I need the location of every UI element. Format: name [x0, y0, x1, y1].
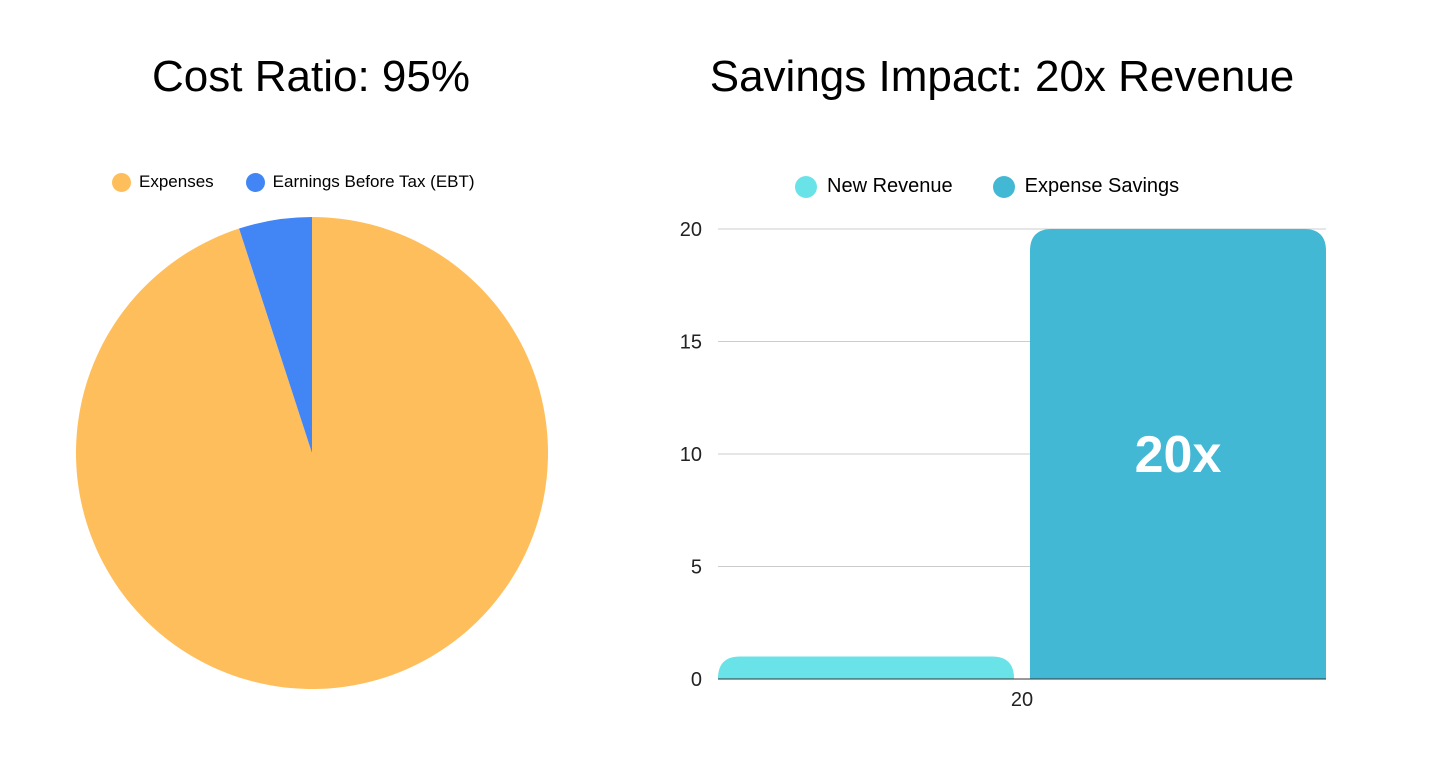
legend-item-expense-savings[interactable]: Expense Savings — [992, 175, 1180, 198]
legend-label-ebt: Earnings Before Tax (EBT) — [272, 172, 475, 191]
legend-item-expenses[interactable]: Expenses — [112, 172, 214, 192]
legend-label-new-revenue: New Revenue — [827, 175, 953, 197]
pie-slice-expenses[interactable] — [75, 217, 549, 690]
y-tick-label-5: 5 — [691, 557, 702, 579]
legend-label-expense-savings: Expense Savings — [1024, 175, 1180, 197]
legend-item-ebt[interactable]: Earnings Before Tax (EBT) — [245, 172, 475, 192]
y-tick-label-10: 10 — [680, 444, 702, 466]
legend-swatch-expense-savings — [992, 175, 1015, 198]
legend-item-new-revenue[interactable]: New Revenue — [795, 175, 953, 198]
pie-chart-title: Cost Ratio: 95% — [152, 52, 470, 101]
legend-swatch-new-revenue — [795, 175, 817, 198]
y-tick-label-20: 20 — [680, 219, 702, 241]
bar-chart-legend: New Revenue Expense Savings — [795, 175, 1179, 198]
bar-expense-savings[interactable] — [1030, 229, 1326, 679]
bar-chart-title: Savings Impact: 20x Revenue — [709, 52, 1295, 101]
legend-swatch-ebt — [245, 172, 265, 192]
y-tick-label-0: 0 — [691, 669, 702, 691]
bar-chart-plot: 0 5 10 15 20 20x 20 — [680, 219, 1326, 711]
pie-chart-panel: Cost Ratio: 95% Expenses Earnings Before… — [0, 0, 620, 761]
legend-swatch-expenses — [112, 172, 131, 192]
legend-label-expenses: Expenses — [139, 172, 214, 191]
x-tick-label-20: 20 — [1011, 689, 1033, 711]
pie-chart-legend: Expenses Earnings Before Tax (EBT) — [112, 172, 475, 192]
y-tick-label-15: 15 — [680, 332, 702, 354]
bar-new-revenue[interactable] — [718, 656, 1014, 680]
bar-chart-panel: Savings Impact: 20x Revenue New Revenue … — [640, 0, 1430, 761]
pie-slice-earnings-before-tax-ebt[interactable] — [239, 217, 312, 453]
data-label-expense-savings: 20x — [1135, 426, 1222, 484]
pie-chart-plot — [75, 217, 549, 690]
